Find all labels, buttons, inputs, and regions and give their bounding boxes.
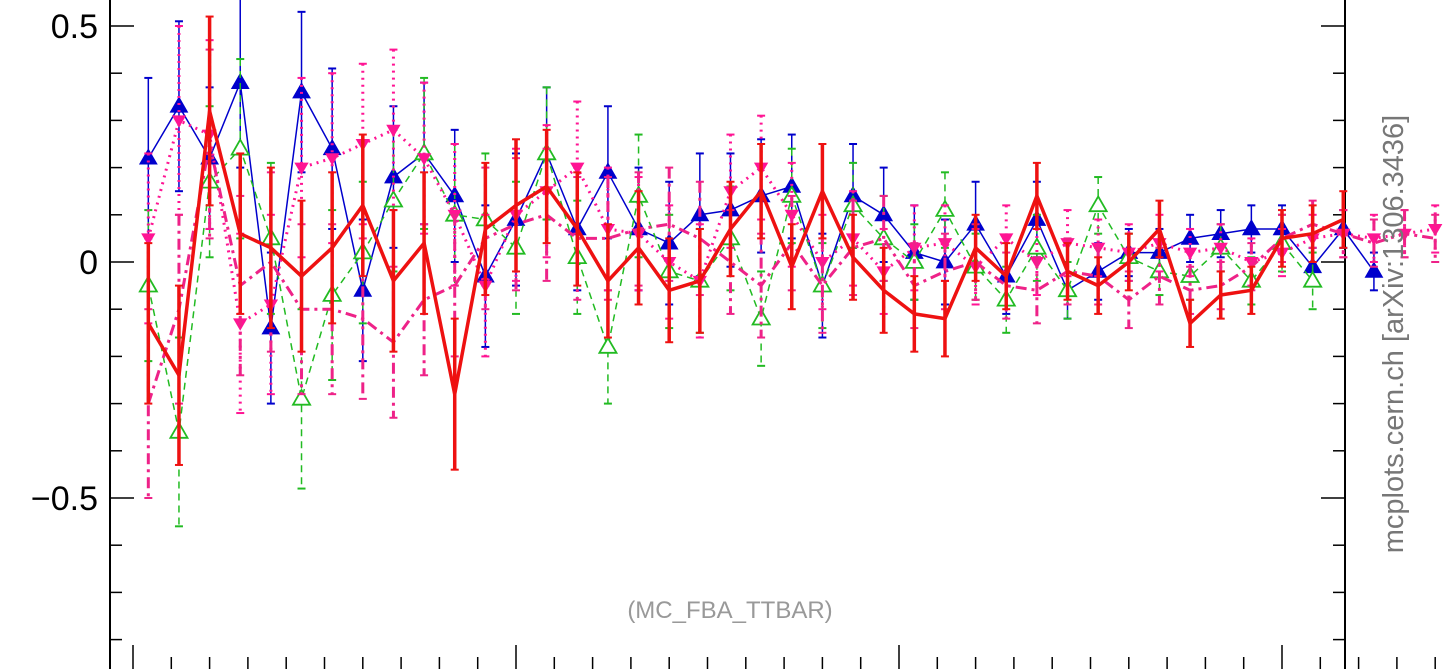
data-point bbox=[383, 189, 404, 208]
data-point bbox=[292, 82, 311, 99]
data-point bbox=[1213, 242, 1228, 256]
data-point bbox=[1366, 233, 1382, 246]
data-point bbox=[999, 233, 1014, 246]
series-4 bbox=[144, 15, 1348, 471]
data-point bbox=[784, 209, 799, 223]
y-tick-label: 0 bbox=[79, 244, 98, 282]
data-point bbox=[294, 162, 309, 175]
data-point bbox=[1241, 219, 1261, 236]
data-point bbox=[138, 148, 158, 165]
data-point bbox=[597, 336, 619, 354]
data-point bbox=[570, 162, 585, 175]
series-line bbox=[146, 109, 1345, 396]
data-point bbox=[1302, 270, 1323, 288]
y-tick-label: 0.5 bbox=[51, 8, 98, 46]
y-axis: 0.5 0 −0.5 bbox=[31, 8, 1345, 641]
watermark: mcplots.cern.ch [arXiv:1306.3436] bbox=[1378, 115, 1410, 553]
data-point bbox=[1026, 236, 1047, 255]
data-point bbox=[1088, 194, 1109, 213]
data-point bbox=[325, 153, 340, 166]
data-point bbox=[171, 115, 187, 128]
data-point bbox=[934, 199, 956, 217]
data-point bbox=[1364, 261, 1384, 278]
data-point bbox=[416, 153, 432, 166]
y-tick-label: −0.5 bbox=[31, 480, 98, 518]
data-point bbox=[1182, 247, 1198, 260]
data-point bbox=[141, 233, 156, 246]
plot-annotation: (MC_FBA_TTBAR) bbox=[627, 597, 832, 624]
data-point bbox=[291, 388, 312, 406]
series-layer bbox=[138, 0, 1443, 528]
data-point bbox=[386, 124, 401, 138]
x-axis bbox=[132, 645, 1436, 669]
plot-frame bbox=[109, 0, 1346, 669]
